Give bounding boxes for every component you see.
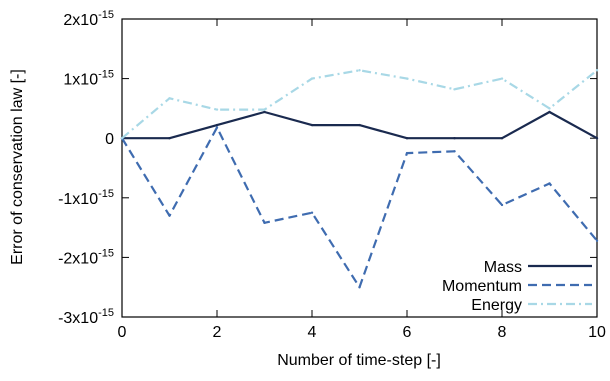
mass-point bbox=[453, 137, 456, 140]
x-tick-label: 8 bbox=[498, 324, 507, 341]
mass-point bbox=[358, 123, 361, 127]
momentum-point bbox=[405, 151, 409, 155]
momentum-point bbox=[263, 221, 266, 225]
y-tick-label: 2x10-15 bbox=[63, 9, 114, 29]
y-tick-label: 1x10-15 bbox=[63, 69, 114, 89]
legend: Mass Momentum Energy bbox=[442, 259, 592, 314]
mass-point bbox=[405, 137, 409, 140]
x-axis-label: Number of time-step [-] bbox=[277, 352, 441, 369]
x-tick-label: 4 bbox=[308, 324, 317, 341]
y-tick-label: 0 bbox=[105, 131, 114, 148]
y-tick-label: -3x10-15 bbox=[58, 307, 114, 327]
momentum-series-line bbox=[121, 126, 598, 289]
y-tick-label: -1x10-15 bbox=[58, 188, 114, 208]
energy-point bbox=[405, 77, 409, 80]
momentum-point bbox=[168, 214, 171, 217]
energy-point bbox=[595, 69, 599, 72]
mass-point bbox=[548, 110, 551, 114]
plot-frame bbox=[121, 18, 598, 318]
mass-point bbox=[263, 110, 266, 114]
legend-label-mass: Mass bbox=[484, 259, 522, 276]
x-tick-label: 10 bbox=[588, 324, 606, 341]
momentum-point bbox=[548, 182, 551, 185]
x-tick-label: 6 bbox=[403, 324, 412, 341]
mass-point bbox=[168, 137, 171, 140]
energy-series-line bbox=[121, 69, 598, 140]
momentum-point bbox=[453, 150, 456, 153]
momentum-point bbox=[358, 286, 361, 289]
series-layer bbox=[120, 69, 599, 289]
mass-point bbox=[215, 123, 219, 127]
energy-point bbox=[120, 137, 124, 140]
axes-layer: 0 2 4 6 8 10 2x10-15 1x10-15 0 -1x10-15 -2x10-15 -3… bbox=[58, 9, 606, 341]
energy-point bbox=[168, 97, 171, 100]
momentum-point bbox=[215, 126, 219, 129]
energy-point bbox=[263, 108, 266, 111]
energy-point bbox=[310, 77, 314, 80]
energy-point bbox=[358, 69, 361, 72]
momentum-point bbox=[500, 203, 504, 207]
legend-label-energy: Energy bbox=[471, 297, 522, 314]
mass-point bbox=[595, 137, 599, 140]
energy-point bbox=[453, 88, 456, 91]
legend-label-momentum: Momentum bbox=[442, 278, 522, 295]
momentum-point bbox=[310, 211, 314, 214]
mass-point bbox=[500, 137, 504, 140]
momentum-point bbox=[595, 239, 599, 242]
y-tick-label: -2x10-15 bbox=[58, 247, 114, 267]
x-tick-label: 2 bbox=[213, 324, 222, 341]
x-tick-label: 0 bbox=[118, 324, 127, 341]
y-axis-label: Error of conservation law [-] bbox=[9, 69, 26, 265]
energy-point bbox=[548, 107, 551, 110]
energy-point bbox=[500, 77, 504, 80]
mass-point bbox=[310, 123, 314, 127]
energy-point bbox=[215, 108, 219, 111]
